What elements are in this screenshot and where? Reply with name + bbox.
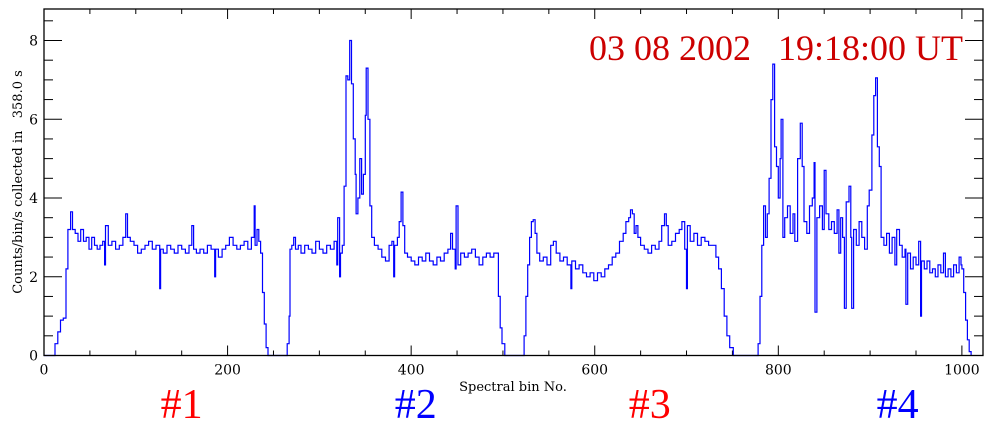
segment-label: #1 xyxy=(161,382,203,427)
segment-label: #2 xyxy=(395,382,437,427)
segment-label: #4 xyxy=(877,382,919,427)
spectrum-series-line xyxy=(44,39,972,357)
x-tick-label: 200 xyxy=(214,363,241,379)
y-tick-label: 4 xyxy=(29,191,38,207)
y-tick-labels: 0 2 4 6 8 xyxy=(29,34,38,365)
y-tick-label: 0 xyxy=(29,349,38,365)
y-tick-label: 8 xyxy=(29,34,38,50)
x-axis-title: Spectral bin No. xyxy=(459,380,567,395)
x-tick-label: 800 xyxy=(765,363,792,379)
y-tick-label: 6 xyxy=(29,112,38,128)
x-tick-label: 600 xyxy=(581,363,608,379)
x-tick-label: 1000 xyxy=(944,363,980,379)
chart-title-timestamp: 03 08 2002 19:18:00 UT xyxy=(589,28,963,68)
x-tick-labels: 0 200 400 600 800 1000 xyxy=(40,363,980,379)
segment-label: #3 xyxy=(629,382,671,427)
y-axis-title: Counts/bin/s collected in 358.0 s xyxy=(11,70,26,294)
axis-ticks xyxy=(43,9,983,356)
y-tick-label: 2 xyxy=(29,270,38,286)
x-tick-label: 400 xyxy=(398,363,425,379)
plot-frame xyxy=(43,8,984,357)
segment-labels: #1 #2 #3 #4 xyxy=(161,382,919,427)
x-tick-label: 0 xyxy=(40,363,49,379)
